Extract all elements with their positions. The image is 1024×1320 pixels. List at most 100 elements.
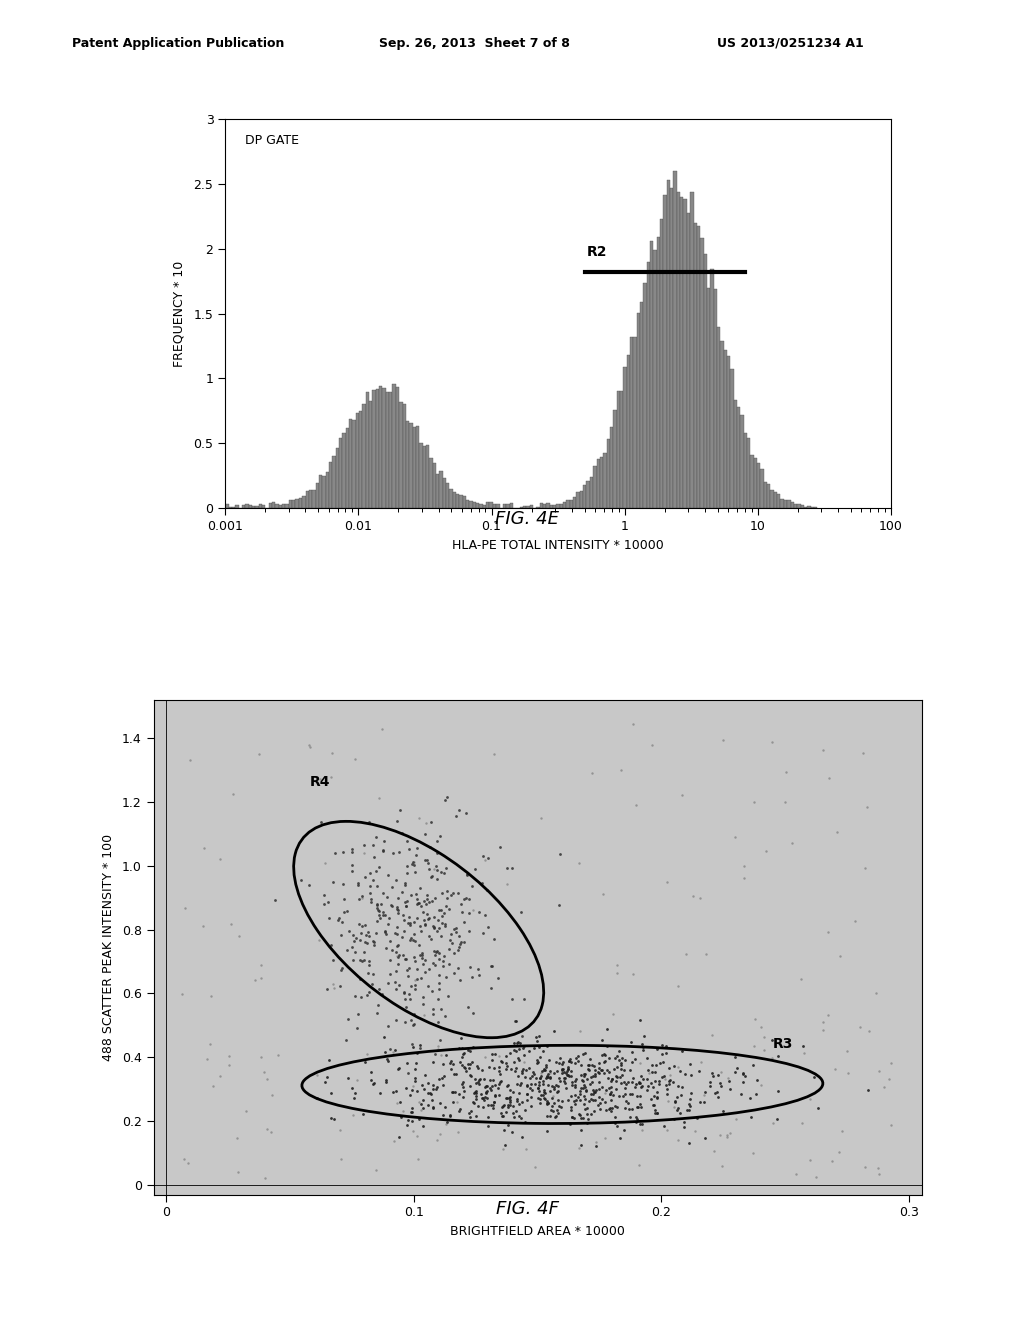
Point [537, 1059, 553, 1080]
Point [344, 861, 360, 882]
Point [667, 1097, 683, 1118]
Point [435, 863, 452, 884]
Point [463, 966, 479, 987]
Point [197, 837, 213, 858]
Point [302, 737, 318, 758]
Point [182, 750, 199, 771]
Point [461, 902, 477, 923]
Point [673, 1085, 689, 1106]
Point [419, 903, 435, 924]
Point [692, 887, 709, 908]
Point [413, 920, 429, 941]
Point [504, 989, 520, 1010]
Point [604, 1068, 621, 1089]
Point [354, 886, 371, 907]
Point [396, 909, 413, 931]
Point [404, 1036, 421, 1057]
Point [550, 1102, 566, 1123]
Point [749, 1084, 765, 1105]
Point [434, 1068, 451, 1089]
Point [857, 1156, 873, 1177]
Point [419, 849, 435, 870]
Point [639, 1048, 655, 1069]
Point [412, 1038, 428, 1059]
Point [876, 1076, 892, 1097]
Point [574, 1077, 591, 1098]
Point [542, 1080, 558, 1101]
Point [542, 1068, 558, 1089]
Point [861, 1020, 878, 1041]
Bar [349, 418, 352, 508]
Point [509, 1032, 525, 1053]
Point [351, 888, 368, 909]
Point [482, 1069, 499, 1090]
Point [456, 1041, 472, 1063]
Point [463, 1101, 479, 1122]
Point [604, 1097, 621, 1118]
Point [554, 1060, 570, 1081]
Point [409, 894, 425, 915]
Bar [318, 475, 323, 508]
Point [413, 1094, 429, 1115]
Point [462, 1053, 478, 1074]
Point [575, 1065, 592, 1086]
Point [390, 953, 407, 974]
Point [545, 1088, 561, 1109]
Point [425, 940, 441, 961]
Point [778, 762, 795, 783]
Point [388, 941, 404, 962]
Point [486, 1043, 503, 1064]
Bar [419, 444, 423, 508]
Bar [643, 284, 647, 508]
Point [624, 1052, 640, 1073]
Bar [606, 440, 610, 508]
Point [519, 1084, 536, 1105]
Point [633, 1065, 649, 1086]
Point [478, 1081, 495, 1102]
Point [654, 1043, 671, 1064]
Point [424, 865, 440, 886]
Point [474, 1088, 490, 1109]
Point [400, 912, 417, 933]
Point [613, 759, 630, 780]
Point [802, 1150, 818, 1171]
Point [550, 1080, 566, 1101]
Point [368, 923, 384, 944]
Point [334, 957, 350, 978]
Point [580, 1068, 596, 1089]
Point [530, 1088, 547, 1109]
Point [396, 875, 413, 896]
Point [346, 931, 362, 952]
Point [361, 875, 378, 896]
Point [665, 1072, 681, 1093]
Point [460, 1053, 476, 1074]
Point [796, 1043, 812, 1064]
Point [451, 800, 467, 821]
Point [437, 895, 454, 916]
Point [463, 1065, 479, 1086]
Point [690, 1060, 707, 1081]
Point [631, 1155, 647, 1176]
Point [421, 859, 437, 880]
Point [358, 932, 375, 953]
Point [399, 891, 416, 912]
Point [753, 1074, 769, 1096]
Point [567, 1084, 584, 1105]
Point [454, 1055, 470, 1076]
Point [421, 958, 437, 979]
Point [479, 1076, 496, 1097]
Bar [667, 180, 670, 508]
Point [587, 1089, 603, 1110]
Point [401, 1085, 418, 1106]
Point [301, 735, 317, 756]
Point [566, 1107, 583, 1129]
Point [551, 1096, 567, 1117]
Point [409, 838, 425, 859]
Point [412, 1092, 428, 1113]
Bar [369, 401, 373, 508]
Point [430, 989, 446, 1010]
Point [802, 1088, 818, 1109]
Point [585, 1084, 601, 1105]
Point [460, 997, 476, 1018]
Point [677, 1064, 693, 1085]
